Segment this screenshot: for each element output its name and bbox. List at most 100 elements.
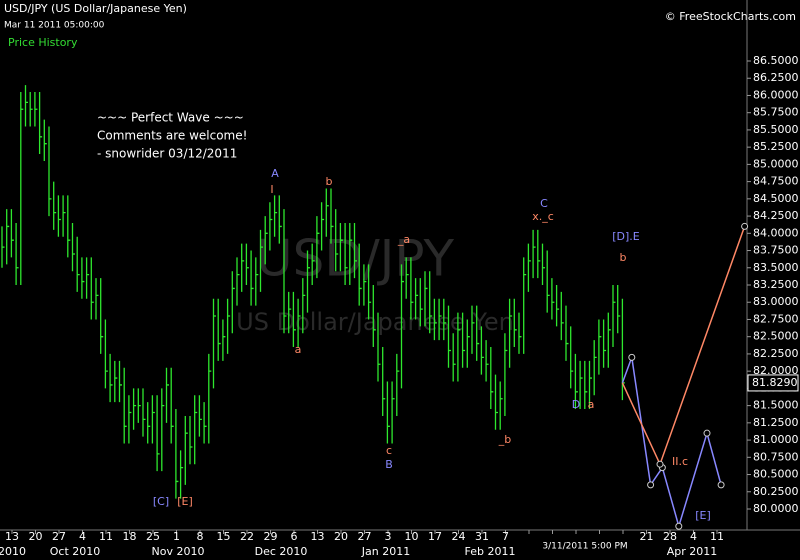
- projection-line: [621, 357, 722, 529]
- price-bar: [184, 415, 188, 485]
- wave-label: B: [385, 458, 393, 471]
- price-bar: [151, 395, 155, 444]
- y-tick-label: 82.0000: [753, 364, 799, 377]
- price-bar: [90, 257, 94, 320]
- price-bar: [363, 264, 367, 306]
- x-tick-label: 29: [264, 530, 278, 543]
- price-bar: [570, 326, 574, 389]
- price-bar: [339, 222, 343, 272]
- price-bar: [1, 226, 5, 268]
- x-tick-label: 6: [291, 530, 298, 543]
- price-bar: [302, 278, 306, 334]
- price-bar: [490, 347, 494, 410]
- price-bar: [471, 305, 475, 354]
- price-bar: [226, 298, 231, 354]
- wave-label: b: [620, 251, 627, 264]
- price-bar: [410, 257, 414, 320]
- y-tick-label: 86.5000: [753, 54, 799, 67]
- x-tick-label: 13: [311, 530, 325, 543]
- price-bar: [574, 353, 578, 410]
- price-bar: [480, 326, 484, 375]
- y-tick-label: 85.2500: [753, 140, 799, 153]
- x-tick-label: 8: [197, 530, 204, 543]
- wave-label: _a: [397, 233, 410, 246]
- price-bar: [391, 381, 395, 444]
- x-tick-label: 11: [99, 530, 113, 543]
- price-bar: [62, 195, 66, 237]
- x-tick-label: 4: [79, 530, 86, 543]
- x-tick-label: 10: [405, 530, 419, 543]
- timestamp: Mar 11 2011 05:00:00: [4, 21, 105, 31]
- price-bar: [241, 243, 245, 292]
- x-month-label: Oct 2010: [50, 545, 101, 558]
- price-bar: [179, 450, 184, 499]
- price-bar: [527, 243, 531, 292]
- price-bar: [189, 415, 193, 465]
- y-tick-label: 81.0000: [753, 433, 799, 446]
- y-tick-label: 85.5000: [753, 123, 799, 136]
- x-month-label: Nov 2010: [152, 545, 205, 558]
- price-bar: [476, 305, 480, 361]
- price-bar: [429, 271, 433, 334]
- price-bar: [598, 319, 602, 375]
- price-bar: [382, 347, 386, 416]
- price-bar: [461, 312, 466, 368]
- x-tick-label: 3: [385, 530, 392, 543]
- price-bar: [76, 236, 80, 292]
- price-bar: [269, 202, 273, 251]
- projection-point: [703, 429, 711, 437]
- price-bar: [584, 360, 588, 410]
- price-bar: [156, 395, 160, 472]
- price-bar: [438, 298, 442, 341]
- wave-label: [D].E: [612, 230, 640, 243]
- price-bar: [518, 312, 522, 354]
- x-tick-label: 11: [710, 530, 724, 543]
- price-bar: [95, 278, 99, 320]
- price-bar: [273, 195, 278, 237]
- price-bar: [508, 298, 513, 368]
- price-bar: [118, 360, 122, 403]
- price-bar: [175, 409, 179, 499]
- price-bar: [212, 298, 216, 389]
- price-bar: [607, 312, 611, 368]
- price-bar: [264, 216, 268, 265]
- price-bar: [560, 291, 564, 341]
- price-bar: [443, 298, 447, 341]
- price-bar: [485, 340, 489, 382]
- price-bar: [504, 333, 508, 416]
- price-bar: [57, 195, 61, 237]
- price-bar: [194, 395, 198, 465]
- x-tick-label: 7: [502, 530, 509, 543]
- price-bar: [396, 353, 400, 416]
- wave-label: [C]: [153, 495, 169, 508]
- y-tick-label: 82.2500: [753, 347, 799, 360]
- price-bar: [203, 402, 207, 444]
- price-bar: [71, 222, 75, 272]
- price-bar: [161, 388, 165, 472]
- price-bar: [48, 126, 52, 217]
- wave-label: [E]: [695, 509, 711, 522]
- price-bar: [513, 298, 517, 348]
- y-tick-label: 81.5000: [753, 399, 799, 412]
- price-bar: [377, 312, 381, 382]
- price-bar: [447, 305, 451, 368]
- price-bar: [386, 381, 390, 444]
- price-bar: [29, 92, 33, 127]
- y-tick-label: 86.2500: [753, 71, 799, 84]
- chart-title: USD/JPY (US Dollar/Japanese Yen): [4, 2, 187, 15]
- x-tick-label: 28: [663, 530, 677, 543]
- x-month-label: Dec 2010: [255, 545, 308, 558]
- wave-label: b: [326, 175, 333, 188]
- price-bar: [132, 388, 137, 430]
- y-tick-label: 84.7500: [753, 175, 799, 188]
- price-bar: [137, 388, 141, 423]
- price-bar: [123, 367, 127, 444]
- y-tick-label: 80.5000: [753, 468, 799, 481]
- price-bar: [551, 278, 555, 320]
- y-tick-label: 80.7500: [753, 450, 799, 463]
- x-tick-label: 31: [475, 530, 489, 543]
- price-bar: [344, 222, 348, 285]
- x-tick-label: 20: [334, 530, 348, 543]
- price-bar: [114, 360, 118, 403]
- projection-point: [717, 481, 725, 489]
